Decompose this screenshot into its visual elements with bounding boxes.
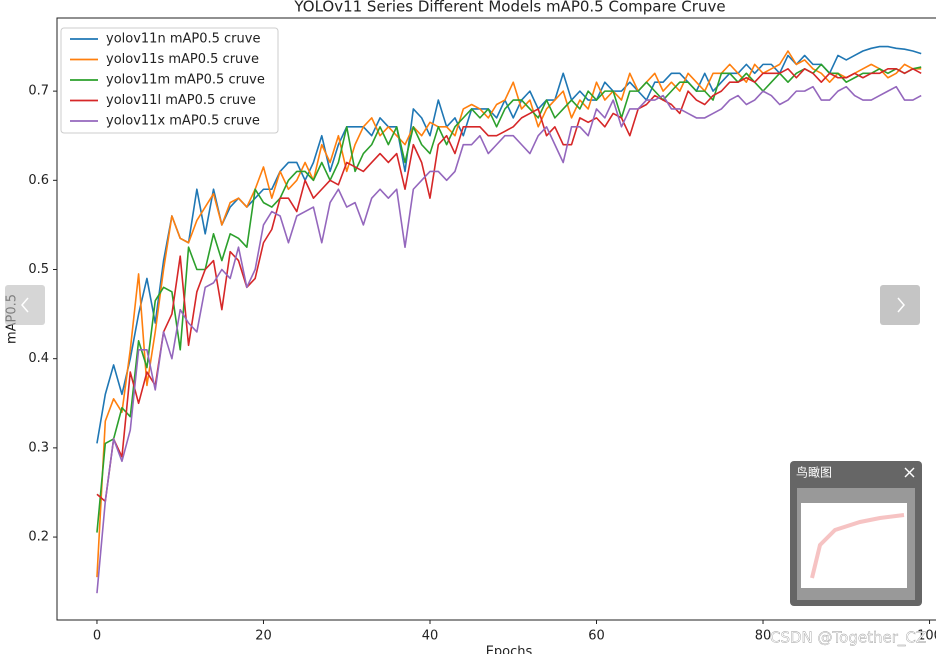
series-line [96, 45, 922, 444]
x-tick-label: 0 [93, 629, 101, 644]
y-tick-label: 0.3 [28, 440, 49, 455]
y-tick-label: 0.5 [28, 262, 49, 277]
legend: yolov11n mAP0.5 cruve yolov11s mAP0.5 cru… [60, 27, 279, 134]
plot-frame [56, 17, 936, 621]
y-tick-label: 0.6 [28, 173, 49, 188]
legend-label: yolov11s mAP0.5 cruve [106, 52, 259, 67]
prev-button[interactable] [5, 285, 45, 325]
series-line [96, 63, 922, 533]
minimap-sketch [810, 513, 905, 579]
next-icon [897, 297, 905, 313]
legend-label: yolov11m mAP0.5 cruve [106, 73, 265, 88]
x-axis-label: Epochs [486, 645, 533, 654]
y-tick-label: 0.7 [28, 84, 49, 99]
minimap-close[interactable] [904, 467, 915, 478]
legend-label: yolov11x mAP0.5 cruve [106, 114, 260, 129]
x-tick-label: 80 [755, 629, 772, 644]
series-line [96, 50, 922, 578]
x-tick-label: 60 [588, 629, 605, 644]
legend-label: yolov11l mAP0.5 cruve [106, 93, 256, 108]
x-tick-label: 100 [917, 629, 936, 644]
y-tick-label: 0.4 [28, 351, 49, 366]
next-button[interactable] [880, 285, 920, 325]
x-tick-label: 20 [255, 629, 272, 644]
plot-lines [96, 45, 922, 594]
legend-box [60, 27, 279, 134]
x-tick-label: 40 [422, 629, 439, 644]
series-line [96, 85, 922, 594]
chart-title: YOLOv11 Series Different Models mAP0.5 C… [293, 0, 725, 16]
legend-label: yolov11n mAP0.5 cruve [106, 32, 260, 47]
y-tick-label: 0.2 [28, 530, 49, 545]
prev-icon [21, 297, 29, 313]
series-line [96, 68, 922, 503]
minimap-title: 鸟瞰图 [796, 465, 832, 480]
watermark: CSDN @Together_CZ [770, 629, 926, 648]
